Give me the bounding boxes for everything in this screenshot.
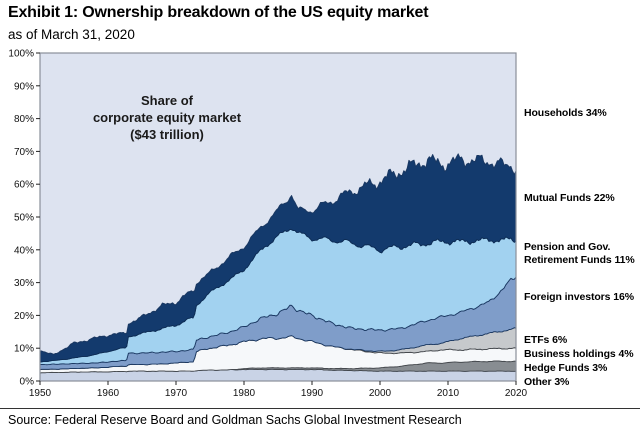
y-axis-label: 40% [14,245,34,256]
x-axis-label: 2010 [437,388,460,399]
y-axis-label: 20% [14,311,34,322]
legend-households: Households 34% [524,107,607,119]
legend-pension-gov-retirement: Pension and Gov. Retirement Funds 11% [524,241,635,266]
x-axis-label: 1970 [165,388,188,399]
y-axis-label: 70% [14,147,34,158]
chart-annotation: Share of corporate equity market ($43 tr… [92,93,242,142]
y-axis-label: 10% [14,344,34,355]
x-axis-label: 1980 [233,388,256,399]
legend-business-holdings: Business holdings 4% [524,348,634,360]
exhibit-title: Exhibit 1: Ownership breakdown of the US… [8,4,429,21]
legend-etfs: ETFs 6% [524,334,568,346]
legend-mutual-funds: Mutual Funds 22% [524,192,615,204]
y-axis-label: 0% [20,377,35,388]
exhibit-subtitle: as of March 31, 2020 [8,27,135,42]
legend-foreign-investors: Foreign investors 16% [524,291,634,303]
x-axis-label: 2000 [369,388,392,399]
legend-hedge-funds: Hedge Funds 3% [524,362,608,374]
y-axis-label: 60% [14,180,34,191]
y-axis-label: 100% [8,49,34,60]
y-axis-label: 80% [14,114,34,125]
y-axis-label: 90% [14,81,34,92]
y-axis-label: 50% [14,213,34,224]
series-label-column: Households 34% Mutual Funds 22% Pension an… [524,0,638,400]
x-axis-label: 1950 [29,388,52,399]
legend-other: Other 3% [524,376,570,388]
y-axis-label: 30% [14,278,34,289]
x-axis-label: 2020 [505,388,528,399]
x-axis-label: 1960 [97,388,120,399]
source-note: Source: Federal Reserve Board and Goldma… [8,413,462,427]
x-axis-label: 1990 [301,388,324,399]
footer-divider [0,408,640,409]
